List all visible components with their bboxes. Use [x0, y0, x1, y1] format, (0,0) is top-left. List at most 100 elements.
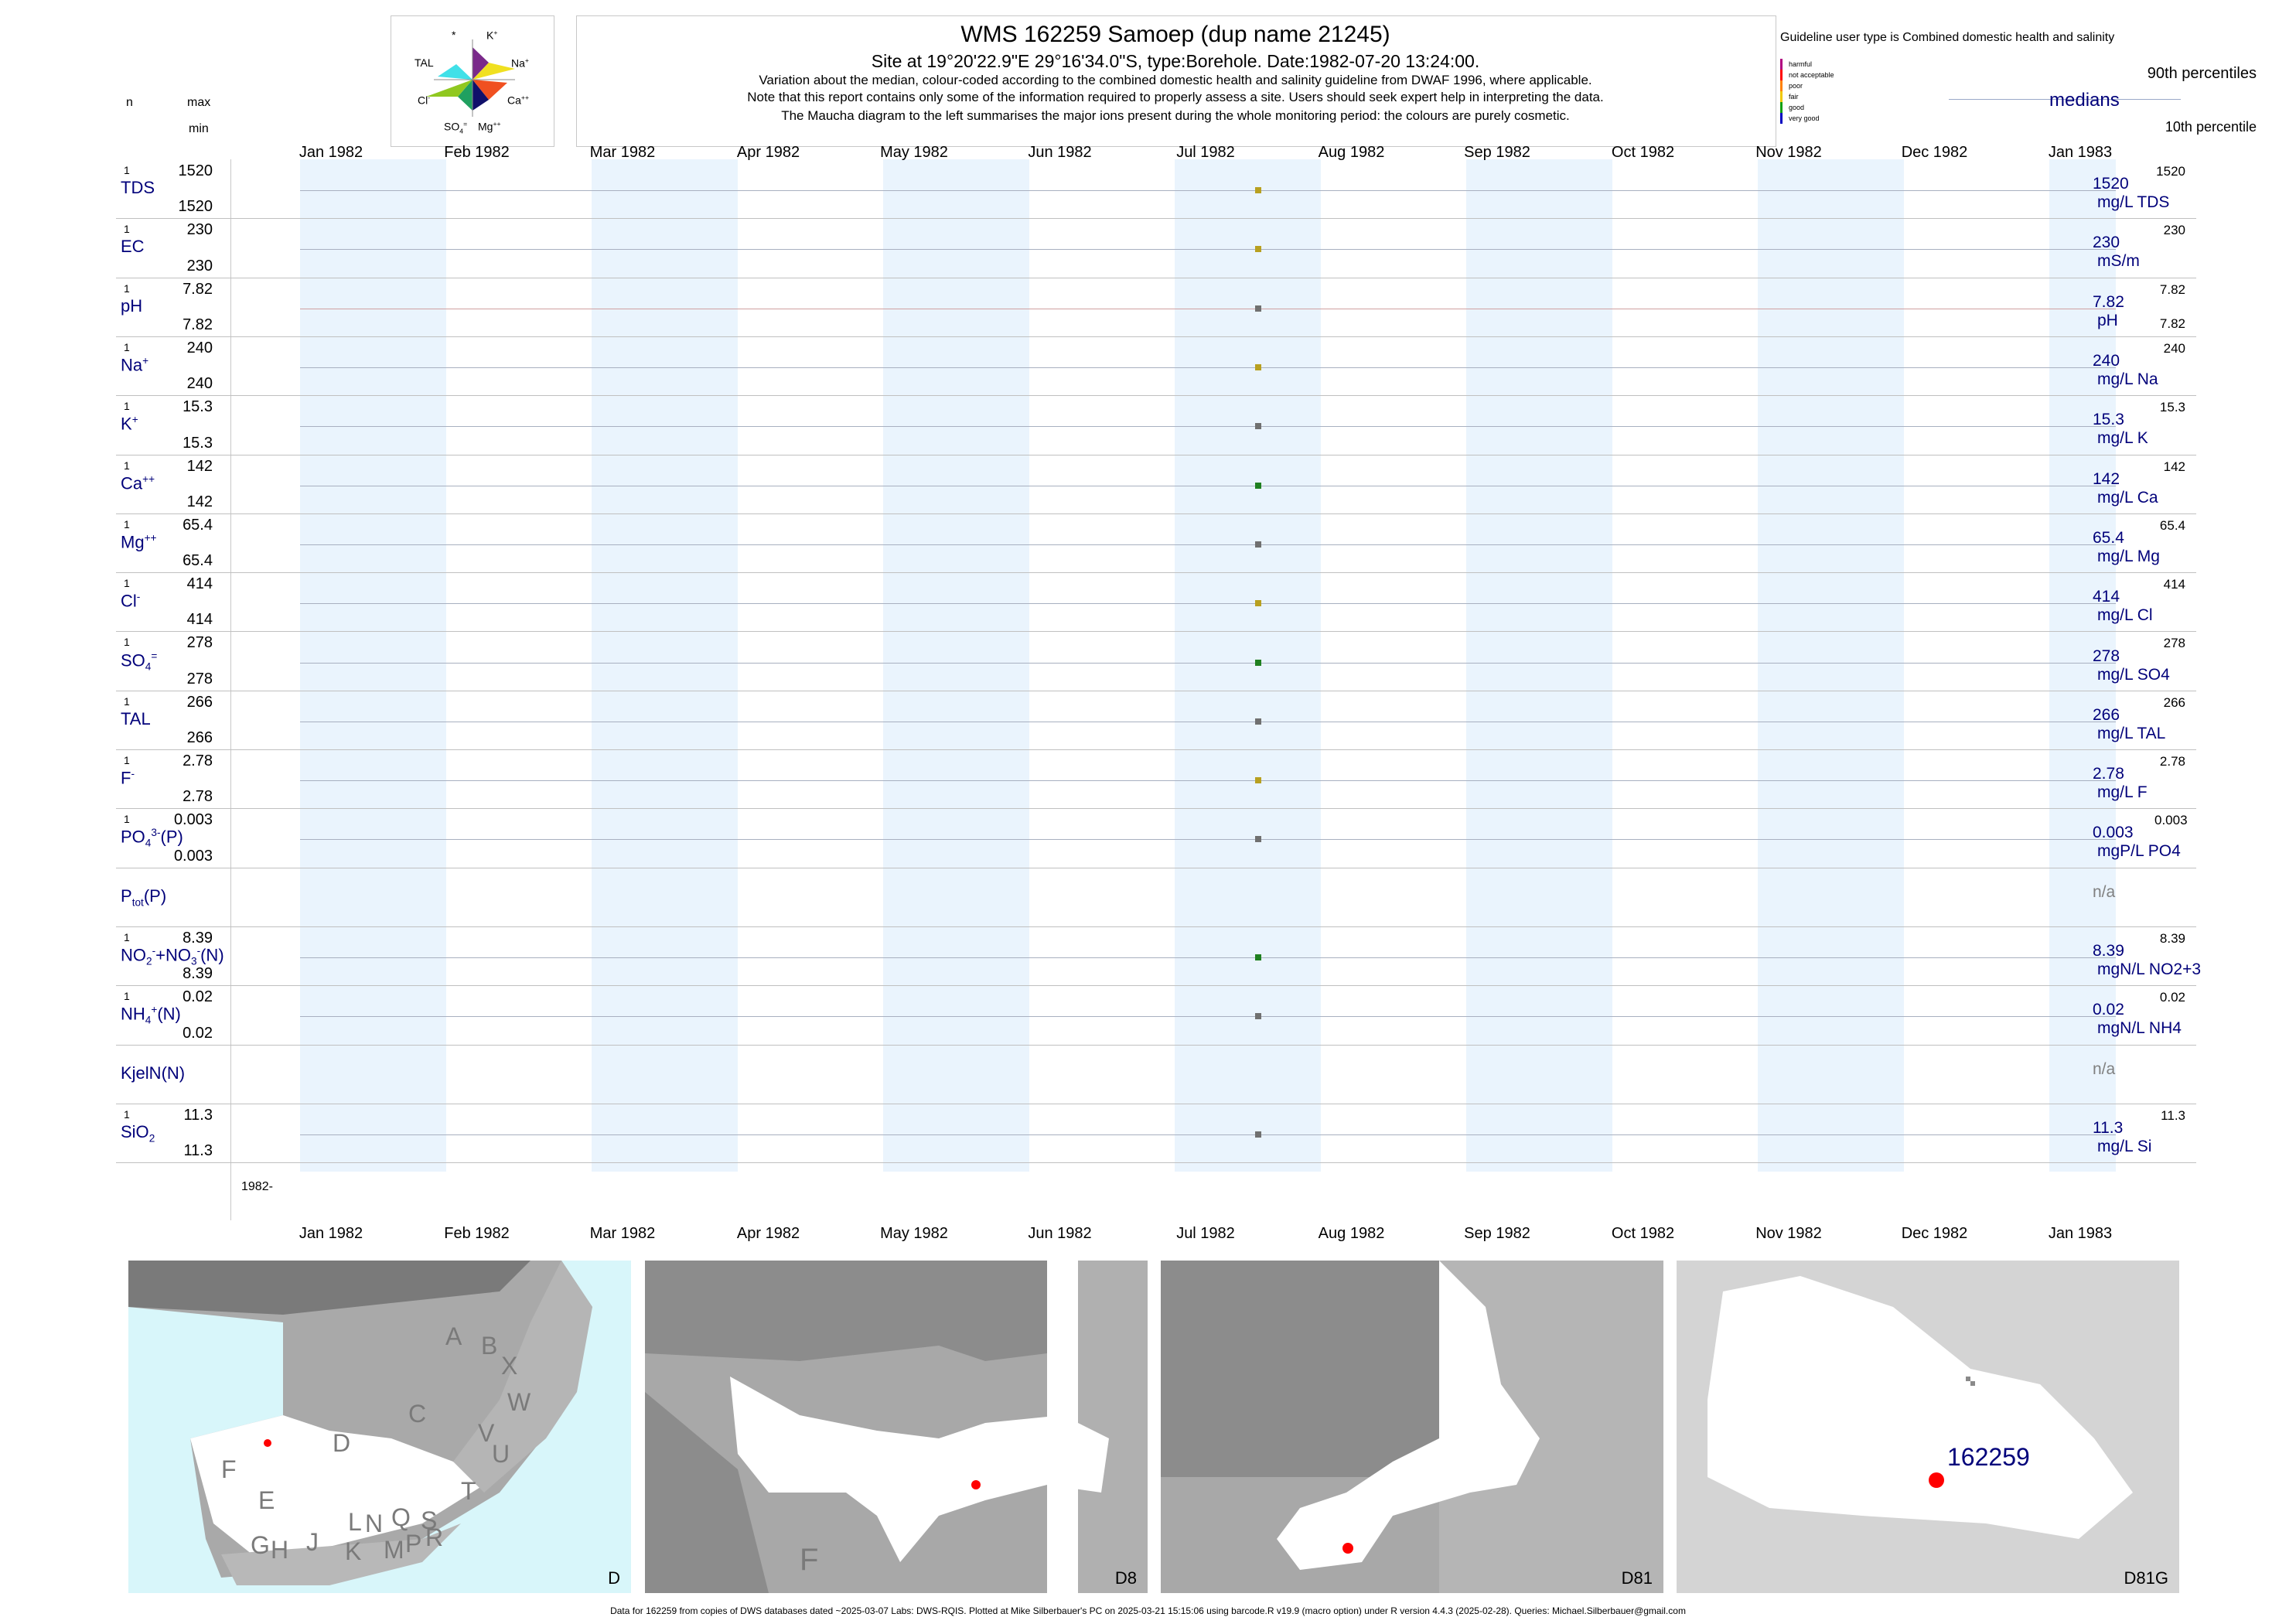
row-so4-median: 278 [2093, 647, 2120, 665]
row-cl-point [1255, 600, 1262, 607]
row-sio2-p90: 11.3 [2161, 1107, 2185, 1123]
row-cl-median-line [300, 603, 2116, 605]
map-d-letter-f: F [221, 1455, 237, 1483]
row-ec-median: 230 [2093, 234, 2120, 252]
row-k-min: 15.3 [183, 434, 213, 452]
row-f-max: 2.78 [183, 752, 213, 769]
row-f-unit: mg/L F [2097, 783, 2148, 802]
row-nh4-n--unit: mgN/L NH4 [2097, 1019, 2182, 1038]
map-d-letter-p: P [405, 1530, 422, 1557]
row-mg-max: 65.4 [183, 516, 213, 534]
maucha-label-na: Na+ [511, 56, 529, 70]
month-tick-label-bottom: Oct 1982 [1611, 1225, 1675, 1242]
legend-medians: medians [2049, 90, 2120, 111]
month-band [1175, 159, 1321, 1172]
row-cl-min: 414 [186, 611, 213, 629]
legend-category-label: fair [1789, 93, 1799, 101]
row-ph-max: 7.82 [183, 280, 213, 298]
page-title: WMS 162259 Samoep (dup name 21245) [960, 22, 1390, 47]
header-note-2: Note that this report contains only some… [747, 90, 1604, 104]
map-panel-d8: F D8 [645, 1261, 1148, 1593]
col-header-max: max [187, 96, 211, 109]
row-f-min: 2.78 [183, 788, 213, 806]
row-kjeln-n--median: n/a [2093, 1059, 2116, 1078]
month-tick-label-bottom: May 1982 [880, 1225, 948, 1242]
row-nh4-n--bottom-line [116, 1044, 2196, 1046]
row-ec-label: EC [121, 237, 145, 257]
row-ptot-p--label: Ptot(P) [121, 885, 167, 909]
legend-p90: 90th percentiles [2147, 65, 2257, 82]
row-tal-min: 266 [186, 729, 213, 746]
row-sio2-label: SiO2 [121, 1121, 155, 1145]
map-panel-d81g: 162259 D81G [1677, 1261, 2179, 1593]
row-no2-no3-n--n: 1 [124, 930, 130, 943]
map-d-letter-q: Q [391, 1503, 411, 1531]
row-sio2-unit: mg/L Si [2097, 1137, 2152, 1155]
row-mg-unit: mg/L Mg [2097, 547, 2160, 565]
row-ca-label: Ca++ [121, 473, 155, 493]
row-nh4-n--n: 1 [124, 990, 130, 1003]
row-no2-no3-n--median-line [300, 957, 2116, 959]
row-ec-min: 230 [186, 257, 213, 275]
legend-median-line [1949, 99, 2181, 100]
header-box [576, 15, 1776, 147]
row-po4-p--unit: mgP/L PO4 [2097, 842, 2181, 861]
row-ec-n: 1 [124, 223, 130, 236]
row-k-median-line [300, 426, 2116, 428]
row-ec-p90: 230 [2163, 223, 2185, 238]
row-no2-no3-n--max: 8.39 [183, 929, 213, 947]
legend-category: poor [1780, 80, 1803, 91]
row-po4-p--max: 0.003 [173, 811, 213, 829]
row-nh4-n--label: NH4+(N) [121, 1004, 181, 1027]
row-mg-median-line [300, 544, 2116, 545]
row-na-unit: mg/L Na [2097, 370, 2158, 389]
map-d8-tag: D8 [1114, 1568, 1137, 1588]
row-mg-bottom-line [116, 572, 2196, 574]
month-tick-label-top: May 1982 [880, 144, 948, 161]
month-tick-label-top: Jan 1982 [299, 144, 363, 161]
row-mg-point [1255, 541, 1262, 548]
legend-swatch [1780, 102, 1783, 113]
row-sio2-bottom-line [116, 1162, 2196, 1164]
maucha-k [473, 47, 489, 80]
row-so4-point [1255, 659, 1262, 666]
row-so4-min: 278 [186, 670, 213, 687]
row-tal-point [1255, 718, 1262, 725]
row-mg-n: 1 [124, 517, 130, 531]
map-d-letter-k: K [345, 1537, 362, 1565]
row-so4-label: SO4= [121, 650, 158, 673]
month-tick-label-top: Oct 1982 [1611, 144, 1675, 161]
maucha-label-mg: Mg++ [478, 120, 501, 133]
row-cl-bottom-line [116, 631, 2196, 633]
row-no2-no3-n--median: 8.39 [2093, 942, 2124, 960]
legend-category: not acceptable [1780, 70, 1834, 80]
row-ec-point [1255, 246, 1262, 253]
row-tds-median-line [300, 190, 2116, 192]
row-nh4-n--median-line [300, 1016, 2116, 1018]
map-d-letter-h: H [271, 1536, 289, 1564]
row-ph-bottom-line [116, 336, 2196, 337]
map-d81-tag: D81 [1621, 1568, 1653, 1588]
row-mg-label: Mg++ [121, 531, 157, 552]
map-d-letter-j: J [306, 1528, 319, 1556]
row-na-n: 1 [124, 340, 130, 353]
maucha-label-so4: SO4= [444, 120, 468, 135]
row-ca-min: 142 [186, 493, 213, 510]
row-kjeln-n--label: KjelN(N) [121, 1063, 186, 1083]
maucha-na [473, 63, 515, 80]
row-no2-no3-n--label: NO2-+NO3-(N) [121, 945, 224, 967]
row-k-p90: 15.3 [2159, 400, 2185, 415]
row-sio2-max: 11.3 [183, 1106, 213, 1124]
map-d-letter-e: E [258, 1486, 275, 1514]
row-f-median-line [300, 780, 2116, 782]
row-nh4-n--p90: 0.02 [2159, 990, 2185, 1005]
legend-category: harmful [1780, 59, 1812, 70]
row-no2-no3-n--point [1255, 954, 1262, 961]
month-tick-label-top: Apr 1982 [736, 144, 800, 161]
row-f-point [1255, 777, 1262, 784]
month-tick-label-top: Jan 1983 [2048, 144, 2113, 161]
maucha-svg [426, 39, 515, 117]
map-d-letter-t: T [461, 1477, 476, 1505]
row-na-label: Na+ [121, 355, 149, 375]
